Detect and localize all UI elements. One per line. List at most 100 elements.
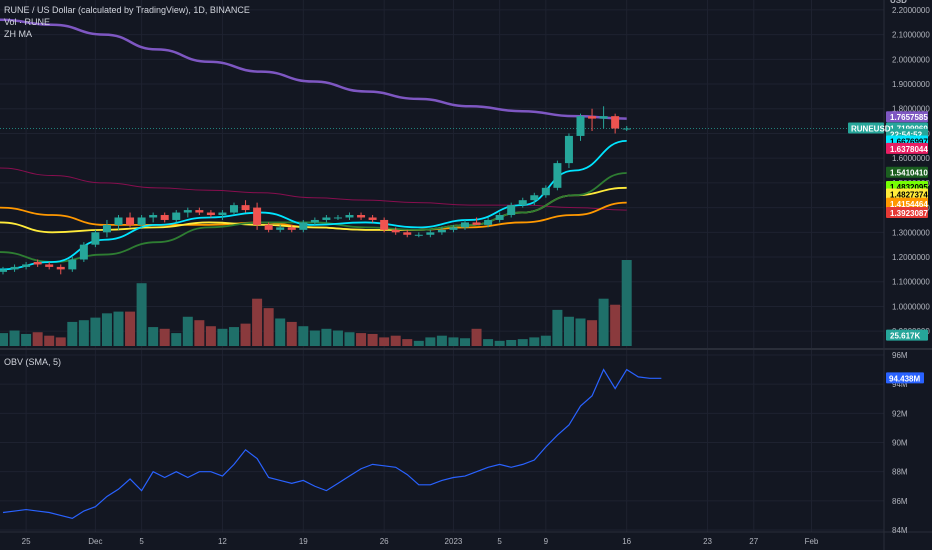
obv-axis-tick: 88M bbox=[892, 468, 908, 477]
volume-bar bbox=[240, 323, 251, 346]
volume-bar bbox=[587, 320, 598, 346]
volume-bar bbox=[356, 333, 367, 346]
volume-bar bbox=[275, 318, 286, 346]
time-axis-tick: Dec bbox=[88, 537, 102, 546]
volume-bar bbox=[90, 317, 101, 346]
price-axis-tick: 1.2000000 bbox=[892, 253, 930, 262]
time-axis-tick: 16 bbox=[622, 537, 631, 546]
candle-body bbox=[333, 217, 342, 219]
volume-bar bbox=[517, 339, 528, 346]
time-axis-tick: 12 bbox=[218, 537, 227, 546]
volume-bar bbox=[101, 313, 112, 346]
candle-body bbox=[45, 264, 54, 267]
volume-bar bbox=[471, 328, 482, 346]
volume-bar bbox=[9, 330, 20, 346]
candle-body bbox=[576, 116, 585, 136]
candle-body bbox=[461, 222, 469, 228]
candle-body bbox=[149, 215, 158, 218]
volume-bar bbox=[529, 337, 540, 346]
candle-body bbox=[507, 205, 516, 216]
candle-body bbox=[541, 187, 550, 196]
volume-bar bbox=[205, 326, 216, 346]
price-tag-bg bbox=[886, 142, 928, 154]
volume-bar bbox=[55, 337, 66, 346]
candle-body bbox=[564, 135, 573, 164]
candle-body bbox=[126, 217, 135, 225]
price-tag-label: 1.7657585 bbox=[890, 113, 928, 122]
candle-body bbox=[380, 219, 389, 230]
candle-body bbox=[114, 217, 123, 225]
price-tag-bg bbox=[886, 111, 928, 123]
candle-body bbox=[403, 232, 412, 235]
volume-bar bbox=[621, 260, 632, 346]
time-axis-tick: 5 bbox=[139, 537, 144, 546]
volume-bar bbox=[263, 308, 274, 346]
volume-bar bbox=[425, 337, 436, 346]
obv-axis-tick: 86M bbox=[892, 497, 908, 506]
price-axis-tick: 2.2000000 bbox=[892, 6, 930, 15]
obv-legend: OBV (SMA, 5) bbox=[4, 357, 62, 367]
price-axis-tick: 1.3000000 bbox=[892, 228, 930, 237]
candle-body bbox=[518, 200, 527, 206]
volume-bar bbox=[78, 320, 89, 346]
price-tag-bg bbox=[886, 166, 928, 178]
volume-bar bbox=[309, 330, 320, 346]
candle-body bbox=[414, 234, 423, 236]
candle-body bbox=[195, 210, 204, 213]
candle-body bbox=[287, 227, 296, 230]
candle-body bbox=[206, 212, 215, 216]
volume-bar bbox=[494, 340, 505, 346]
symbol-tag: RUNEUSD bbox=[851, 125, 891, 134]
candle-body bbox=[218, 212, 227, 216]
price-tag-bg bbox=[886, 207, 928, 219]
volume-bar bbox=[575, 318, 586, 346]
obv-last-value: 94.438M bbox=[889, 374, 920, 383]
candle-body bbox=[160, 215, 169, 220]
ma-legend: ZH MA bbox=[4, 29, 32, 39]
volume-bar bbox=[552, 309, 563, 346]
candle-body bbox=[599, 116, 608, 119]
price-tag-label: 1.3923087 bbox=[890, 209, 928, 218]
candle-body bbox=[472, 222, 481, 225]
volume-bar bbox=[598, 298, 609, 346]
price-axis-tick: 1.9000000 bbox=[892, 80, 930, 89]
price-tag-label: 25.617K bbox=[890, 332, 920, 341]
volume-bar bbox=[171, 333, 182, 346]
candle-body bbox=[322, 217, 331, 220]
price-axis-tick: 2.1000000 bbox=[892, 31, 930, 40]
volume-bar bbox=[21, 333, 32, 346]
volume-bar bbox=[413, 340, 424, 346]
time-axis-tick: 23 bbox=[703, 537, 712, 546]
volume-bar bbox=[483, 339, 494, 346]
volume-bar bbox=[332, 330, 343, 346]
volume-bar bbox=[286, 321, 297, 346]
candle-body bbox=[22, 264, 31, 267]
moving-average-line bbox=[0, 139, 627, 271]
symbol-tag-bg bbox=[848, 122, 884, 134]
price-axis-tick: 1.6000000 bbox=[892, 154, 930, 163]
candle-body bbox=[484, 219, 493, 225]
obv-line bbox=[2, 368, 662, 519]
time-axis-tick: 26 bbox=[380, 537, 389, 546]
price-tag-label: 22:54:52 bbox=[890, 131, 923, 140]
volume-bar bbox=[67, 321, 78, 346]
volume-bar bbox=[321, 328, 332, 346]
price-tag-label: 1.6378044 bbox=[890, 145, 928, 154]
candle-body bbox=[0, 269, 7, 272]
candle-body bbox=[264, 224, 273, 230]
obv-axis-tick: 96M bbox=[892, 351, 908, 360]
volume-bar bbox=[159, 328, 170, 346]
volume-bar bbox=[229, 327, 239, 346]
candle-body bbox=[91, 232, 100, 245]
candle-body bbox=[553, 163, 562, 188]
price-tag-label: 1.4154464 bbox=[890, 200, 928, 209]
volume-bar bbox=[563, 316, 574, 346]
candle-body bbox=[102, 224, 111, 233]
candle-body bbox=[495, 215, 504, 220]
candle-body bbox=[241, 205, 250, 211]
candle-body bbox=[172, 212, 181, 220]
volume-bar bbox=[506, 339, 517, 346]
price-tag-label: USD bbox=[890, 0, 907, 5]
